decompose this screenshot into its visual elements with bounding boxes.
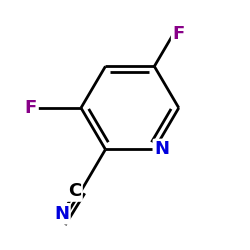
Text: N: N	[54, 205, 69, 223]
Text: F: F	[173, 25, 185, 43]
Text: F: F	[25, 99, 37, 117]
Text: C: C	[68, 182, 81, 200]
Text: N: N	[154, 140, 169, 158]
